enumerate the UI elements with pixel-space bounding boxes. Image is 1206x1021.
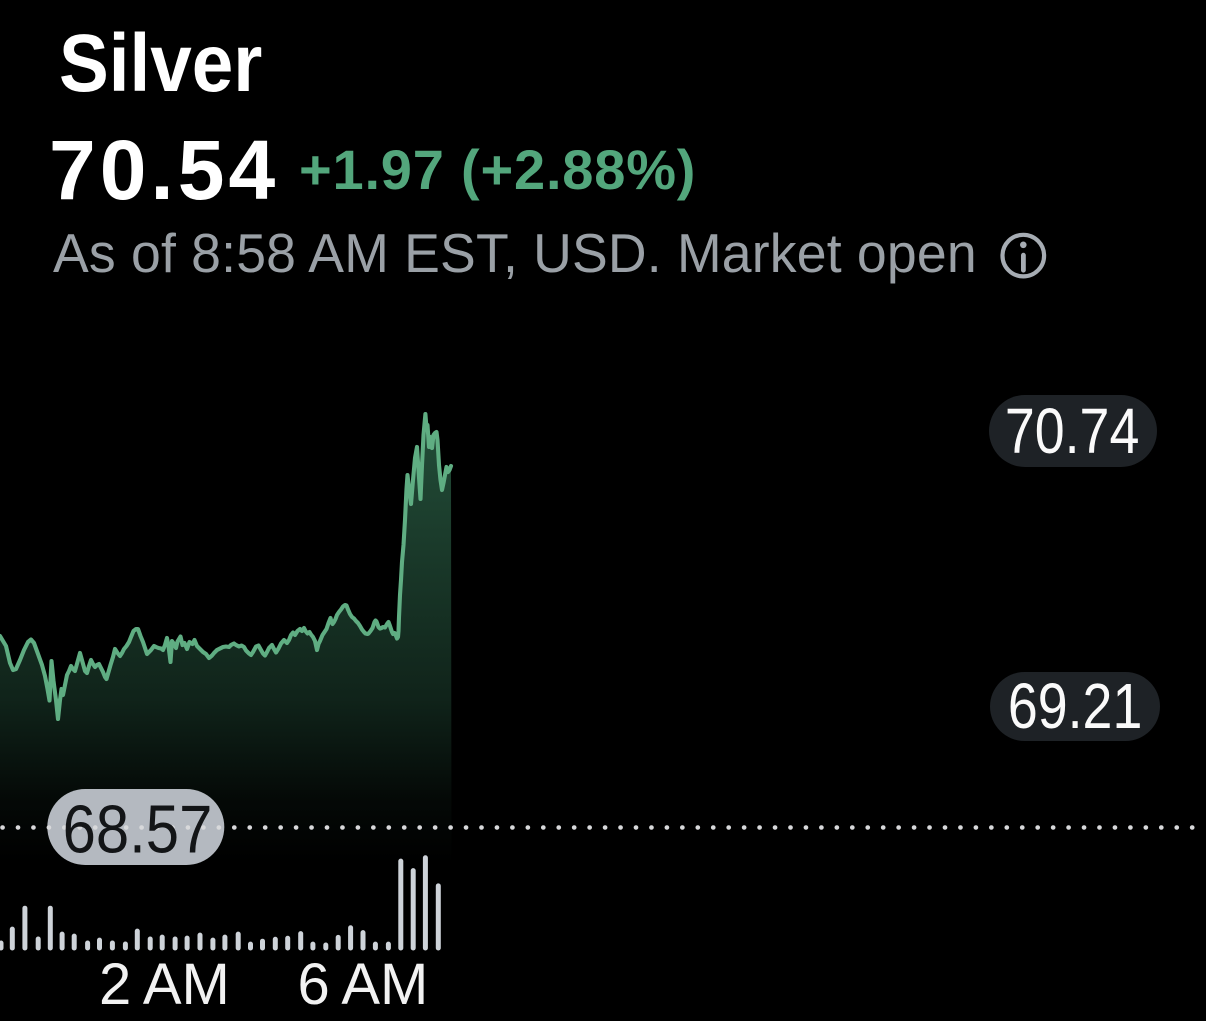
svg-text:68.57: 68.57	[63, 791, 213, 867]
svg-text:2 AM: 2 AM	[99, 952, 230, 1017]
svg-text:6 AM: 6 AM	[298, 952, 429, 1017]
